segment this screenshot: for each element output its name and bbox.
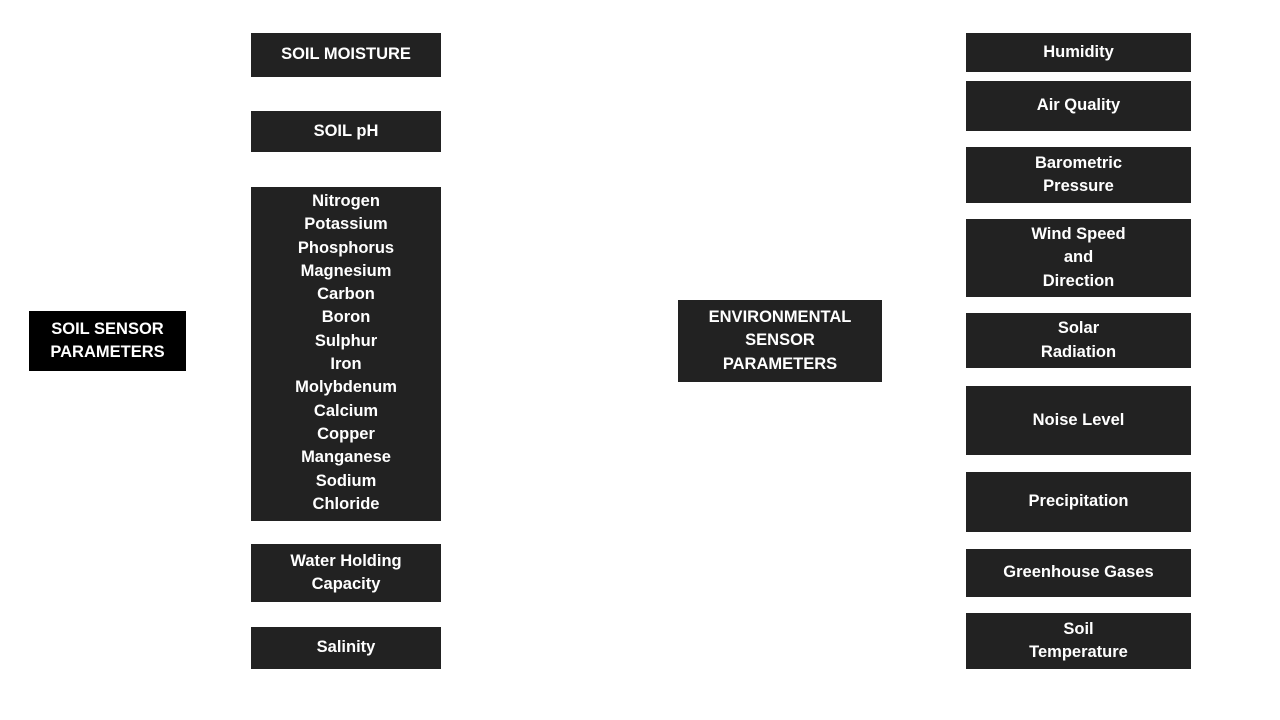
solar-radiation-label: Solar Radiation bbox=[1040, 319, 1117, 361]
soil-temperature-label: Soil Temperature bbox=[1029, 619, 1128, 661]
nutrient-item: Phosphorus bbox=[297, 238, 395, 257]
nutrient-item: Nitrogen bbox=[312, 192, 380, 210]
nutrient-item: Sodium bbox=[315, 471, 377, 490]
nutrient-item: Carbon bbox=[317, 285, 375, 304]
greenhouse-gases-box: Greenhouse Gases bbox=[966, 549, 1191, 597]
nutrient-item: Boron bbox=[321, 308, 371, 327]
salinity-label: Salinity bbox=[316, 638, 376, 657]
soil-moisture-label: SOIL MOISTURE bbox=[281, 45, 411, 64]
noise-level-box: Noise Level bbox=[966, 386, 1191, 455]
nutrient-item: Sulphur bbox=[314, 331, 378, 350]
soil-nutrients-box: Nitrogen Potassium Phosphorus Magnesium … bbox=[251, 187, 441, 521]
humidity-box: Humidity bbox=[966, 33, 1191, 72]
soil-ph-box: SOIL pH bbox=[251, 111, 441, 152]
nutrient-item: Manganese bbox=[301, 448, 391, 467]
solar-radiation-box: Solar Radiation bbox=[966, 313, 1191, 368]
soil-temperature-box: Soil Temperature bbox=[966, 613, 1191, 669]
precipitation-label: Precipitation bbox=[1028, 492, 1129, 511]
wind-speed-direction-box: Wind Speed and Direction bbox=[966, 219, 1191, 297]
nutrient-item: Calcium bbox=[313, 401, 379, 420]
nutrient-item: Chloride bbox=[312, 494, 380, 513]
nutrient-item: Potassium bbox=[304, 215, 388, 234]
soil-moisture-box: SOIL MOISTURE bbox=[251, 33, 441, 77]
greenhouse-gases-label: Greenhouse Gases bbox=[1003, 563, 1154, 582]
soil-ph-label: SOIL pH bbox=[313, 121, 379, 140]
precipitation-box: Precipitation bbox=[966, 472, 1191, 532]
wind-speed-direction-label: Wind Speed and Direction bbox=[1031, 225, 1126, 290]
air-quality-label: Air Quality bbox=[1036, 96, 1121, 115]
soil-sensor-parameters-box: SOIL SENSOR PARAMETERS bbox=[29, 311, 186, 371]
nutrient-item: Magnesium bbox=[300, 261, 392, 280]
air-quality-box: Air Quality bbox=[966, 81, 1191, 131]
nutrient-item: Molybdenum bbox=[295, 378, 397, 397]
water-holding-capacity-label: Water Holding Capacity bbox=[290, 551, 402, 593]
humidity-label: Humidity bbox=[1043, 42, 1114, 61]
water-holding-capacity-box: Water Holding Capacity bbox=[251, 544, 441, 602]
nutrient-item: Copper bbox=[317, 424, 375, 443]
environmental-sensor-parameters-box: ENVIRONMENTAL SENSOR PARAMETERS bbox=[678, 300, 882, 382]
barometric-pressure-box: Barometric Pressure bbox=[966, 147, 1191, 203]
environmental-sensor-parameters-label: ENVIRONMENTAL SENSOR PARAMETERS bbox=[708, 308, 852, 373]
soil-sensor-parameters-label: SOIL SENSOR PARAMETERS bbox=[50, 319, 165, 361]
nutrient-item: Iron bbox=[330, 355, 362, 374]
noise-level-label: Noise Level bbox=[1032, 410, 1125, 429]
salinity-box: Salinity bbox=[251, 627, 441, 669]
barometric-pressure-label: Barometric Pressure bbox=[1034, 153, 1123, 195]
